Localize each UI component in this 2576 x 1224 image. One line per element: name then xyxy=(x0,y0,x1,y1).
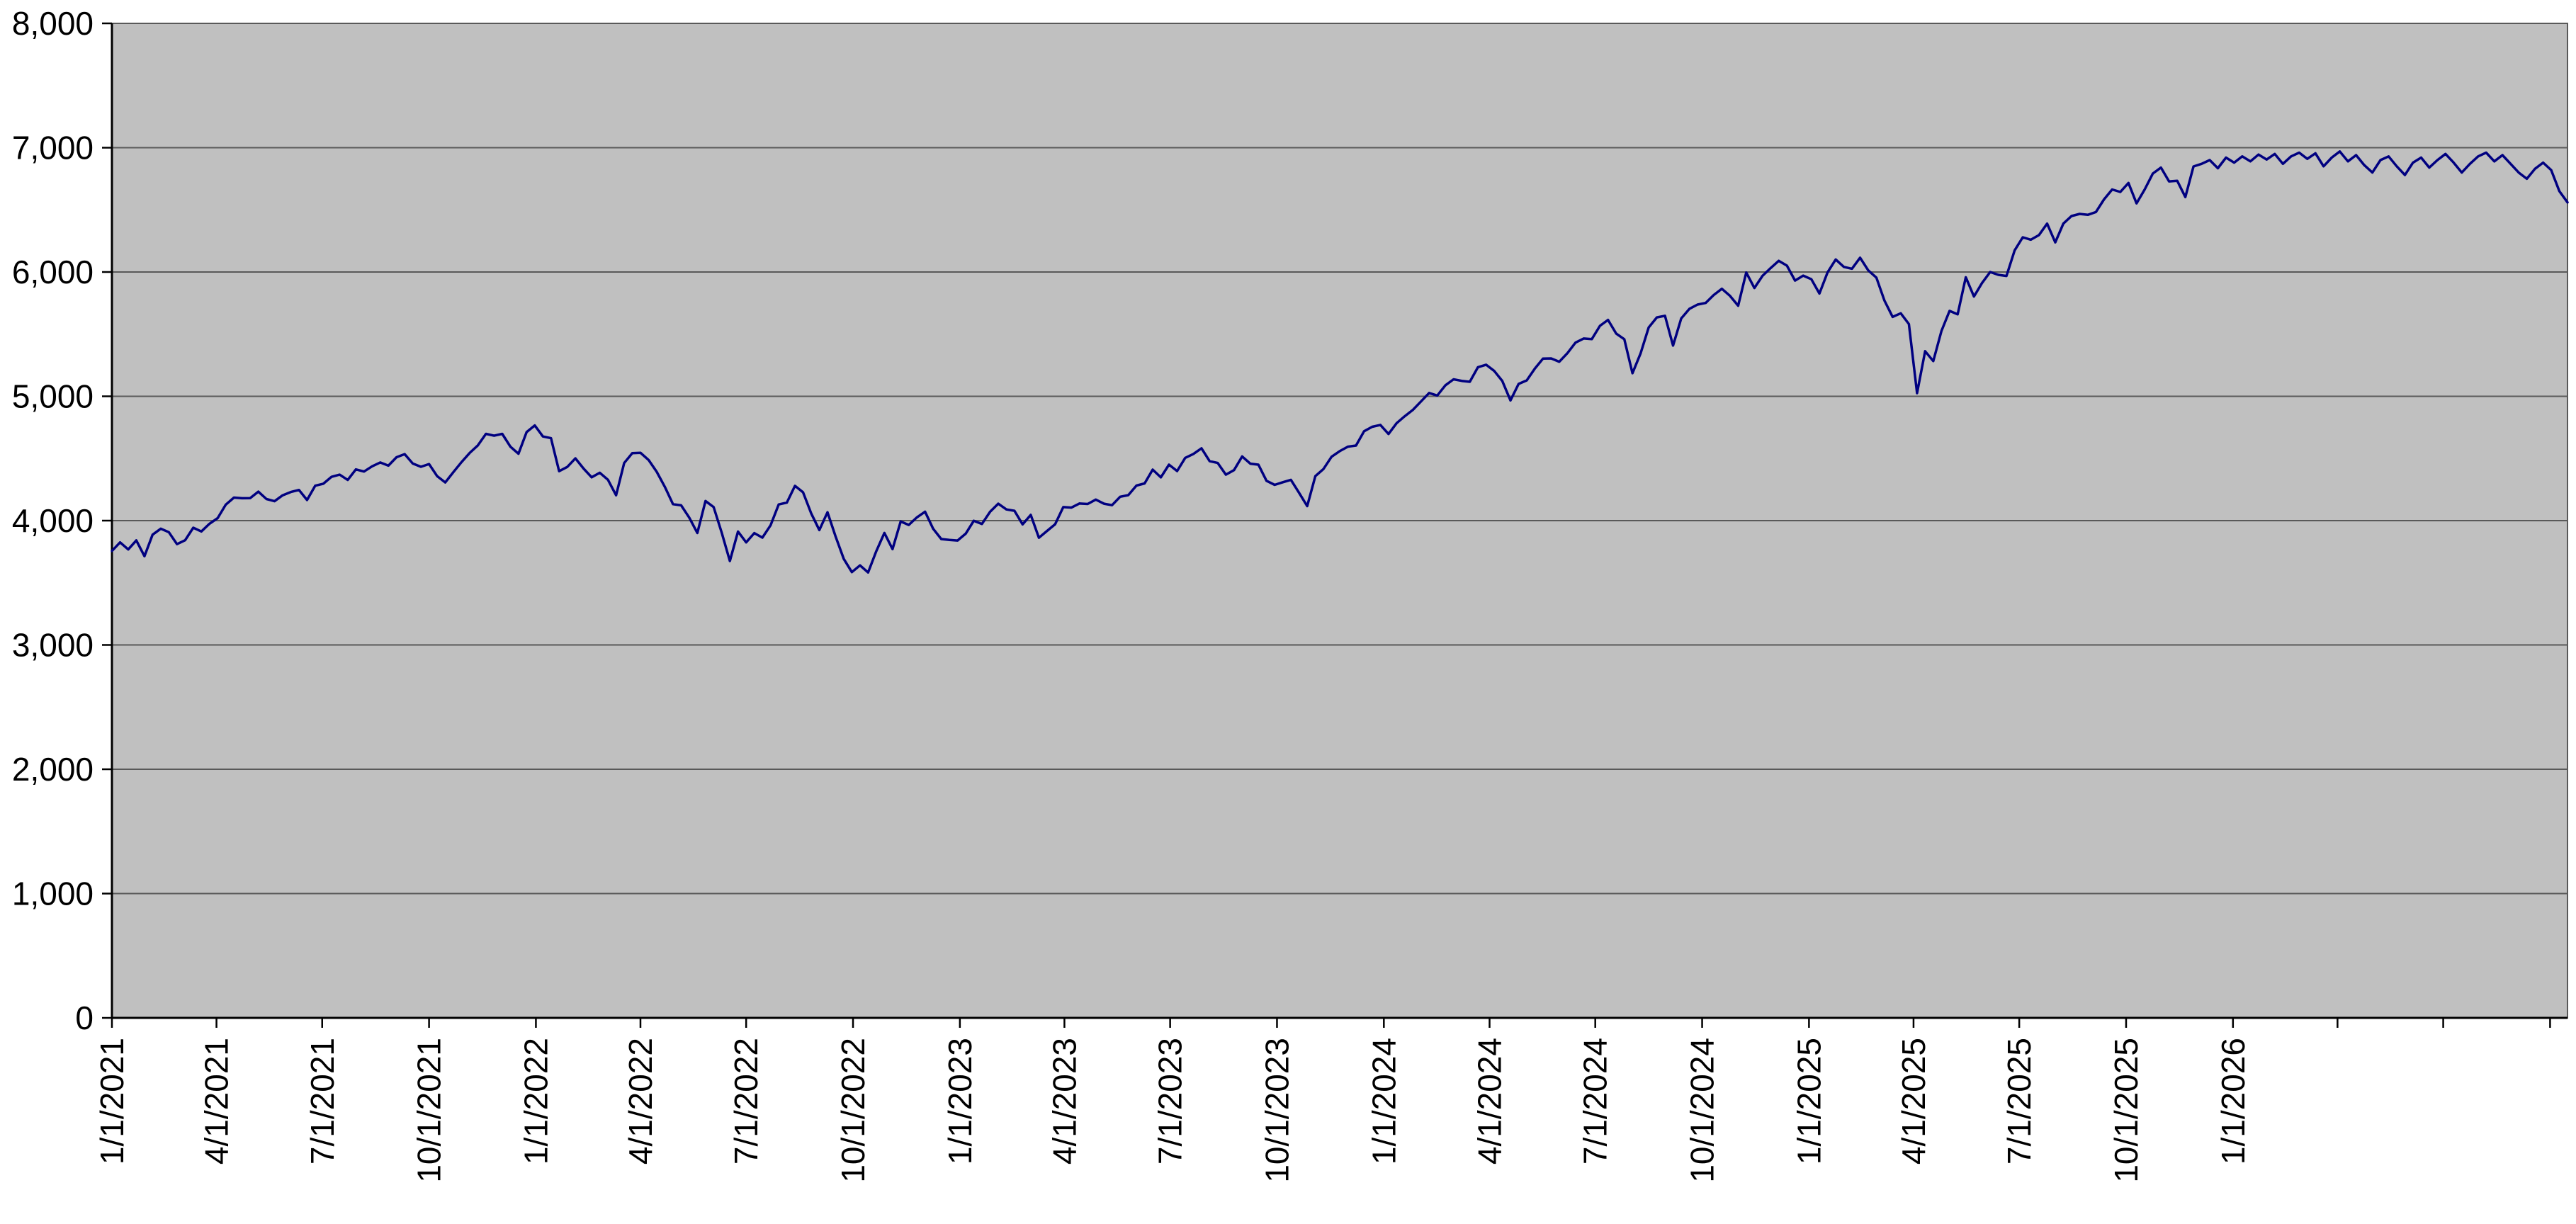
x-axis-label: 7/1/2025 xyxy=(2001,1038,2038,1164)
y-axis-label: 0 xyxy=(75,999,94,1036)
x-axis-label: 1/1/2024 xyxy=(1365,1038,1402,1164)
x-axis-label: 1/1/2023 xyxy=(942,1038,978,1164)
y-axis-label: 2,000 xyxy=(12,751,94,788)
y-axis-label: 4,000 xyxy=(12,502,94,539)
x-axis-label: 10/1/2025 xyxy=(2108,1038,2145,1183)
y-axis-label: 6,000 xyxy=(12,254,94,290)
x-axis-label: 1/1/2021 xyxy=(94,1038,130,1164)
x-axis-label: 7/1/2022 xyxy=(728,1038,764,1164)
x-axis-label: 4/1/2022 xyxy=(622,1038,659,1164)
x-axis-label: 4/1/2023 xyxy=(1046,1038,1083,1164)
x-axis-label: 1/1/2025 xyxy=(1790,1038,1827,1164)
x-axis-label: 4/1/2024 xyxy=(1471,1038,1508,1164)
x-axis-label: 1/1/2026 xyxy=(2215,1038,2252,1164)
x-axis-label: 4/1/2021 xyxy=(198,1038,235,1164)
y-axis-label: 7,000 xyxy=(12,130,94,166)
y-axis-label: 8,000 xyxy=(12,5,94,42)
x-axis-label: 10/1/2022 xyxy=(835,1038,871,1183)
series-line xyxy=(111,150,2569,574)
x-axis-label: 1/1/2022 xyxy=(517,1038,554,1164)
x-axis-label: 10/1/2021 xyxy=(411,1038,448,1183)
x-axis-label: 7/1/2023 xyxy=(1152,1038,1189,1164)
x-axis-label: 4/1/2025 xyxy=(1895,1038,1932,1164)
x-axis-label: 10/1/2024 xyxy=(1684,1038,1721,1183)
y-axis-label: 1,000 xyxy=(12,876,94,912)
x-axis-label: 7/1/2024 xyxy=(1577,1038,1614,1164)
x-axis-label: 10/1/2023 xyxy=(1258,1038,1295,1183)
y-axis-label: 5,000 xyxy=(12,378,94,415)
y-axis-label: 3,000 xyxy=(12,627,94,664)
x-axis-label: 7/1/2021 xyxy=(304,1038,341,1164)
